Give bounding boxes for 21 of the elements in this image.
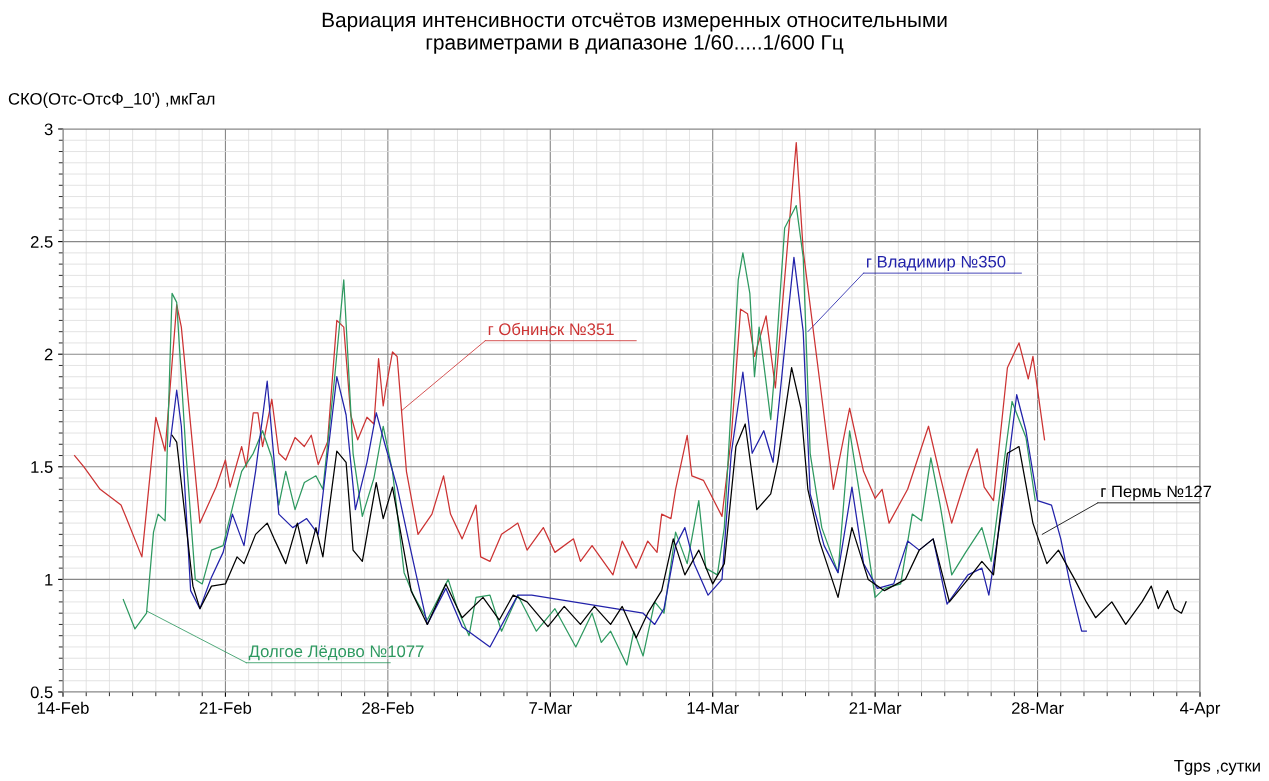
y-axis-title: СКО(Отс-ОтсФ_10') ,мкГал [8,92,215,108]
x-tick-label: 14-Feb [37,701,89,714]
x-tick-label: 28-Mar [1012,702,1064,714]
x-tick-label: 28-Feb [362,701,414,714]
y-tick-label: 3 [44,123,53,136]
y-tick-label: 2 [44,348,53,361]
chart-title: Вариация интенсивности отсчётов измеренных относительными гравиметрами в диапазоне 1/60.....1/600 Гц [322,12,947,54]
x-tick-label: 14-Mar [687,702,739,714]
series-label: Долгое Лёдово №1077 [248,645,424,661]
x-tick-label: 7-Mar [529,702,572,714]
text: г Обнинск №351 [488,322,614,336]
text: г Пермь №127 [1101,485,1212,501]
x-tick-label: 21-Feb [199,701,252,714]
x-tick-label: 21-Mar [849,702,902,714]
y-tick-label: 1.5 [31,461,53,473]
x-axis-title: Tgps ,сутки [1174,760,1260,775]
y-tick-label: 0.5 [30,686,53,699]
y-tick-label: 1 [45,573,53,586]
y-tick-label: 2.5 [30,236,53,248]
text: г Владимир №350 [867,255,1006,271]
x-tick-label: 4-Apr [1180,702,1221,718]
